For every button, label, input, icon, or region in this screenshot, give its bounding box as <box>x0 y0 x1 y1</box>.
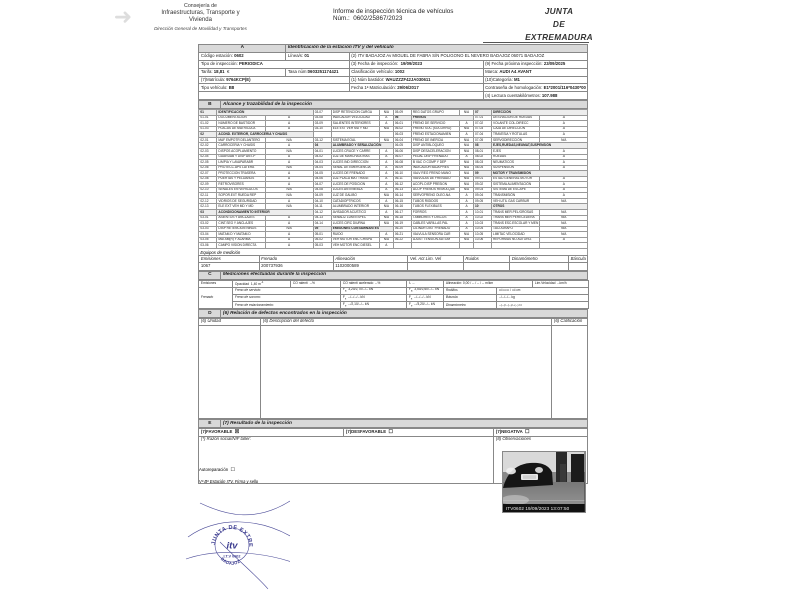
svg-text:JUNTA DE EXTREMADURA: JUNTA DE EXTREMADURA <box>150 497 253 547</box>
svg-text:ITV0602 19/09/2023 13:07:50: ITV0602 19/09/2023 13:07:50 <box>506 505 570 510</box>
svg-text:itv: itv <box>226 541 238 552</box>
svg-text:I.T.V 0602: I.T.V 0602 <box>223 555 240 559</box>
